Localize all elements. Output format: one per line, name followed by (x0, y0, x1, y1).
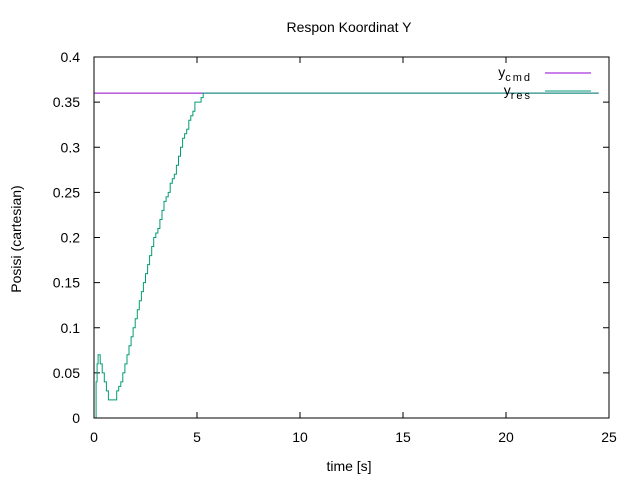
x-tick-label: 0 (90, 429, 98, 445)
x-tick-label: 15 (395, 429, 411, 445)
y-tick-label: 0.2 (61, 230, 81, 246)
x-tick-label: 10 (292, 429, 308, 445)
x-tick-label: 20 (498, 429, 514, 445)
y-tick-label: 0.25 (53, 184, 80, 200)
y-tick-label: 0.35 (53, 94, 80, 110)
y-tick-label: 0.05 (53, 365, 80, 381)
x-tick-label: 5 (193, 429, 201, 445)
legend-label-cmd: ycmd (498, 64, 532, 84)
x-axis-label: time [s] (326, 458, 371, 474)
y-tick-label: 0.3 (61, 139, 81, 155)
y-axis-label: Posisi (cartesian) (8, 185, 24, 292)
y-tick-label: 0.15 (53, 275, 80, 291)
legend-label-subscript: cmd (505, 72, 532, 84)
x-tick-label: 25 (601, 429, 617, 445)
y-tick-label: 0.4 (61, 49, 81, 65)
y-tick-label: 0.1 (61, 320, 81, 336)
axis-ticks: 0 5 10 15 20 25 0 0.05 0.1 0.15 0.2 0.25 0.3 0.35 0.4 (53, 49, 617, 445)
series-lines (94, 92, 599, 419)
chart-title: Respon Koordinat Y (286, 19, 412, 35)
legend-label-base: y (504, 82, 511, 98)
legend-label-res: yres (504, 82, 532, 102)
y-tick-label: 0 (72, 410, 80, 426)
legend-label-subscript: res (511, 90, 532, 102)
plot-frame (93, 56, 610, 419)
legend-label-base: y (498, 64, 505, 80)
series-res-line (94, 92, 599, 419)
